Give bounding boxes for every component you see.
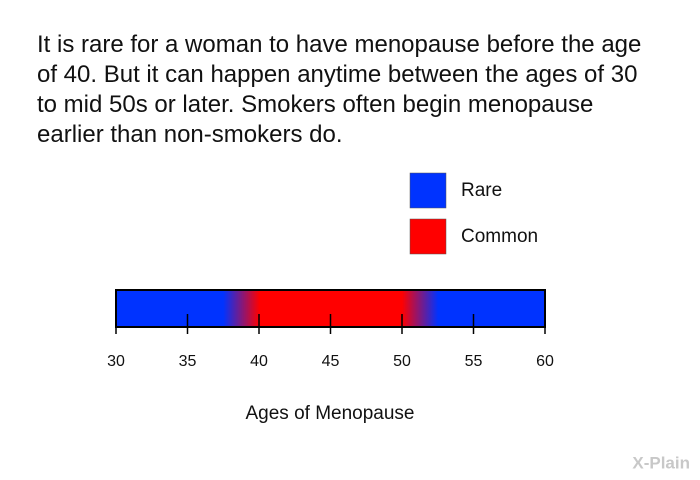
x-axis-label: Ages of Menopause <box>245 403 414 424</box>
x-tick-label: 45 <box>322 353 340 370</box>
x-tick-label: 30 <box>107 353 125 370</box>
x-tick-label: 60 <box>536 353 554 370</box>
legend-label: Common <box>461 226 538 247</box>
x-tick-label: 35 <box>179 353 197 370</box>
legend-label: Rare <box>461 180 502 201</box>
x-tick-label: 50 <box>393 353 411 370</box>
bar-segment <box>116 290 224 327</box>
legend-swatch <box>409 172 447 209</box>
x-tick-label: 40 <box>250 353 268 370</box>
x-tick-label: 55 <box>465 353 483 370</box>
logo: X-Plain <box>632 453 690 472</box>
legend-swatch <box>409 218 447 255</box>
intro-text: It is rare for a woman to have menopause… <box>37 31 642 148</box>
bar-segment <box>402 290 439 327</box>
bar-segment <box>437 290 546 327</box>
bar-segment <box>223 290 260 327</box>
